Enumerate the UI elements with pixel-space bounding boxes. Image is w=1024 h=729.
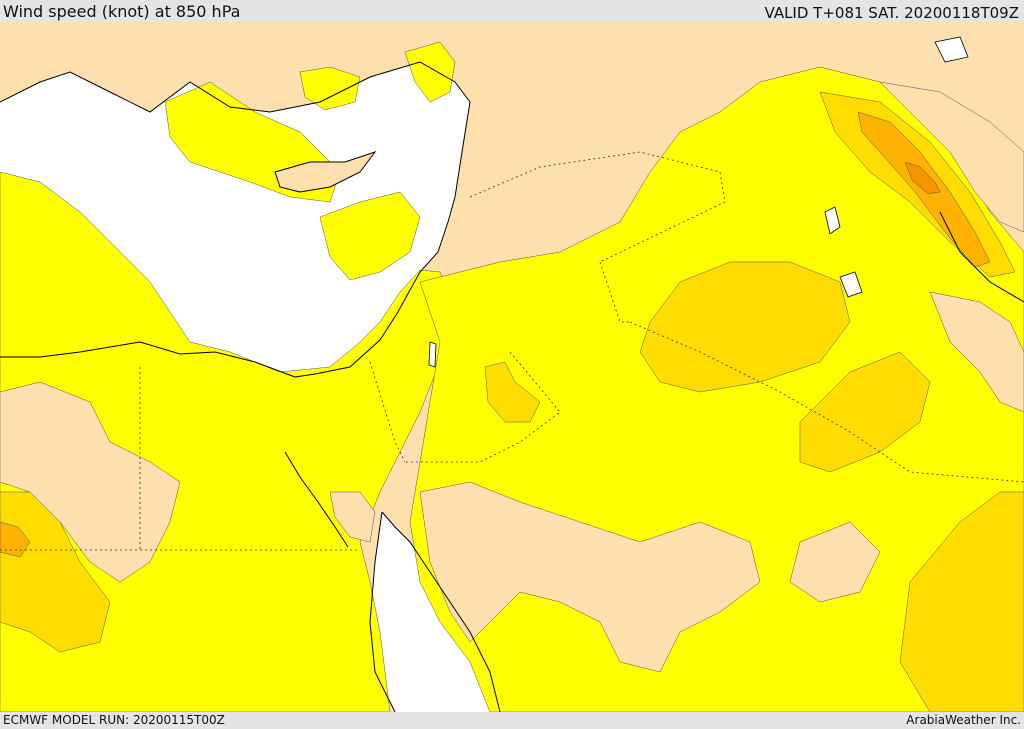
- coast-red-sea-west: [369, 511, 396, 712]
- coast-red-sea-east: [381, 511, 501, 712]
- model-run: ECMWF MODEL RUN: 20200115T00Z: [3, 713, 225, 727]
- border-syria-iraq: [599, 261, 630, 323]
- coast-north-africa: [0, 341, 296, 378]
- coast-turkey: [0, 61, 471, 113]
- border-lines: [0, 151, 1024, 551]
- calm-zone-sinai: [329, 491, 376, 543]
- footer-bar: ECMWF MODEL RUN: 20200115T00Z ArabiaWeat…: [0, 712, 1024, 729]
- wind-gold-jordan: [484, 361, 541, 423]
- wind-patch-sea-3: [299, 66, 361, 111]
- valid-time: VALID T+081 SAT. 20200118T09Z: [764, 4, 1019, 22]
- wind-gold-sudan: [0, 491, 111, 653]
- header-bar: Wind speed (knot) at 850 hPa VALID T+081…: [0, 0, 1024, 22]
- border-saudi-jordan: [405, 351, 561, 463]
- border-saudi-iraq: [629, 321, 1024, 483]
- wind-gold-iraq: [639, 261, 851, 393]
- credit: ArabiaWeather Inc.: [906, 713, 1021, 727]
- coast-levant: [294, 101, 471, 378]
- dead-sea: [428, 341, 437, 368]
- wind-dark-orange-core: [904, 161, 941, 195]
- wind-orange-sudan: [0, 521, 31, 558]
- lake-van-area: [934, 36, 969, 63]
- lake-tharthar: [824, 206, 841, 235]
- cyprus-island: [274, 151, 377, 193]
- coastlines: [0, 61, 1024, 712]
- calm-zone-gulf-coast: [929, 291, 1024, 413]
- coast-persian-gulf: [939, 211, 1024, 303]
- calm-zone-north-east: [879, 81, 1024, 233]
- wind-patch-sea-2: [319, 191, 421, 281]
- wind-map: [0, 22, 1024, 712]
- calm-zone-south: [789, 521, 881, 603]
- wind-patch-sea-4: [404, 41, 456, 103]
- wind-gold-southeast: [899, 491, 1024, 712]
- map-title: Wind speed (knot) at 850 hPa: [3, 2, 241, 21]
- coast-gulf-of-suez: [284, 451, 349, 548]
- wind-gold-gulf: [799, 351, 931, 473]
- lake-razzaza: [839, 271, 863, 298]
- wind-map-svg: [0, 22, 1024, 712]
